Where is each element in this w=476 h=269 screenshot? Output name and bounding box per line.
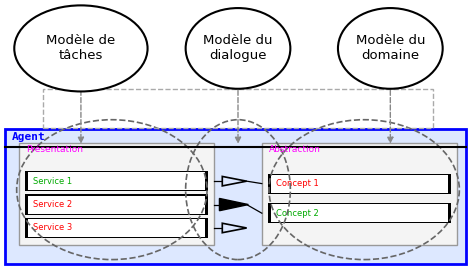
Polygon shape [219,199,248,211]
Text: Abstraction: Abstraction [269,145,321,154]
Text: Modèle de
tâches: Modèle de tâches [46,34,116,62]
Text: Concept 1: Concept 1 [276,179,318,188]
FancyBboxPatch shape [28,196,205,214]
FancyBboxPatch shape [19,143,214,245]
Text: Service 2: Service 2 [33,200,72,209]
Text: Modèle du
domaine: Modèle du domaine [356,34,425,62]
Text: Agent: Agent [12,132,46,142]
FancyBboxPatch shape [25,218,208,238]
FancyBboxPatch shape [25,194,208,215]
FancyBboxPatch shape [25,171,208,191]
FancyBboxPatch shape [28,219,205,237]
FancyBboxPatch shape [5,129,466,264]
FancyBboxPatch shape [262,143,457,245]
FancyBboxPatch shape [268,174,451,194]
FancyBboxPatch shape [268,203,451,223]
Text: Modèle du
dialogue: Modèle du dialogue [203,34,273,62]
Ellipse shape [338,8,443,89]
FancyBboxPatch shape [271,204,448,222]
FancyBboxPatch shape [271,175,448,193]
Text: Service 1: Service 1 [33,177,72,186]
Ellipse shape [14,5,148,91]
Text: Service 3: Service 3 [33,224,72,232]
Text: Concept 2: Concept 2 [276,209,318,218]
Ellipse shape [186,8,290,89]
FancyBboxPatch shape [28,172,205,190]
Text: Présentation: Présentation [26,145,83,154]
